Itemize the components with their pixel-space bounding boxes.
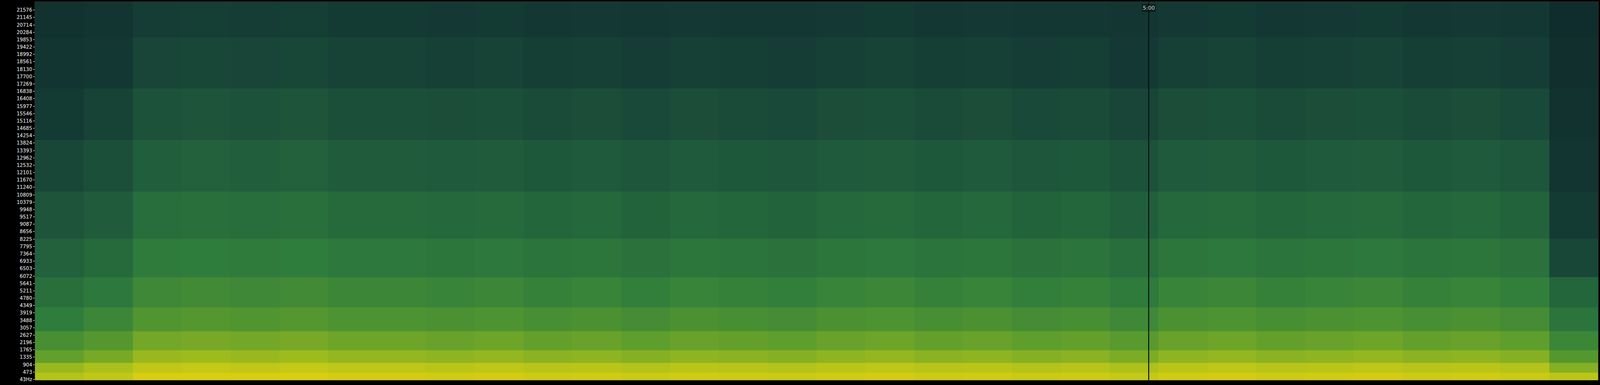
svg-text:18130: 18130 [16, 66, 33, 73]
svg-text:904: 904 [22, 362, 33, 368]
svg-text:10379: 10379 [16, 199, 33, 205]
svg-text:18992: 18992 [16, 51, 33, 57]
svg-text:14685: 14685 [16, 125, 33, 131]
svg-text:6503: 6503 [19, 265, 33, 272]
svg-text:15977: 15977 [16, 103, 33, 110]
svg-text:12962: 12962 [16, 155, 33, 161]
svg-text:3057: 3057 [19, 325, 33, 331]
svg-text:16408: 16408 [16, 95, 33, 102]
svg-text:1335: 1335 [19, 354, 33, 360]
svg-text:4780: 4780 [19, 295, 33, 301]
svg-text:20714: 20714 [16, 22, 33, 28]
svg-text:7795: 7795 [19, 243, 33, 250]
svg-text:19853: 19853 [16, 37, 33, 43]
svg-text:12532: 12532 [16, 162, 33, 168]
svg-text:9087: 9087 [19, 221, 33, 227]
svg-text:17269: 17269 [16, 81, 33, 87]
svg-text:15116: 15116 [16, 118, 33, 124]
svg-text:12101: 12101 [16, 169, 33, 176]
svg-text:473: 473 [22, 369, 33, 375]
svg-text:2627: 2627 [19, 332, 33, 338]
svg-text:6072: 6072 [19, 273, 33, 280]
svg-text:11240: 11240 [16, 184, 33, 190]
svg-text:43Hz: 43Hz [19, 376, 33, 383]
svg-text:13393: 13393 [16, 148, 33, 154]
svg-text:8656: 8656 [19, 228, 33, 235]
svg-text:5211: 5211 [19, 288, 33, 294]
svg-text:3488: 3488 [19, 317, 33, 324]
svg-text:13824: 13824 [16, 140, 33, 146]
svg-text:5:00: 5:00 [1142, 4, 1155, 12]
svg-text:18561: 18561 [16, 58, 33, 65]
svg-text:4349: 4349 [19, 302, 33, 309]
svg-text:16838: 16838 [16, 88, 33, 94]
svg-text:9948: 9948 [19, 206, 33, 213]
svg-text:11670: 11670 [16, 177, 33, 183]
svg-text:5641: 5641 [19, 280, 33, 287]
svg-text:19422: 19422 [16, 44, 33, 50]
svg-text:7364: 7364 [19, 251, 33, 257]
svg-text:21576: 21576 [16, 7, 33, 13]
svg-text:9517: 9517 [19, 214, 33, 220]
svg-text:21145: 21145 [16, 14, 33, 20]
svg-text:6933: 6933 [19, 258, 33, 264]
svg-text:3919: 3919 [19, 310, 33, 316]
svg-text:17700: 17700 [16, 74, 33, 80]
svg-text:20284: 20284 [16, 29, 33, 36]
svg-text:1765: 1765 [19, 347, 33, 353]
svg-text:8225: 8225 [19, 236, 33, 242]
svg-text:2196: 2196 [19, 339, 33, 346]
svg-text:14254: 14254 [16, 132, 33, 139]
svg-text:10809: 10809 [16, 192, 33, 198]
svg-text:15546: 15546 [16, 111, 33, 117]
